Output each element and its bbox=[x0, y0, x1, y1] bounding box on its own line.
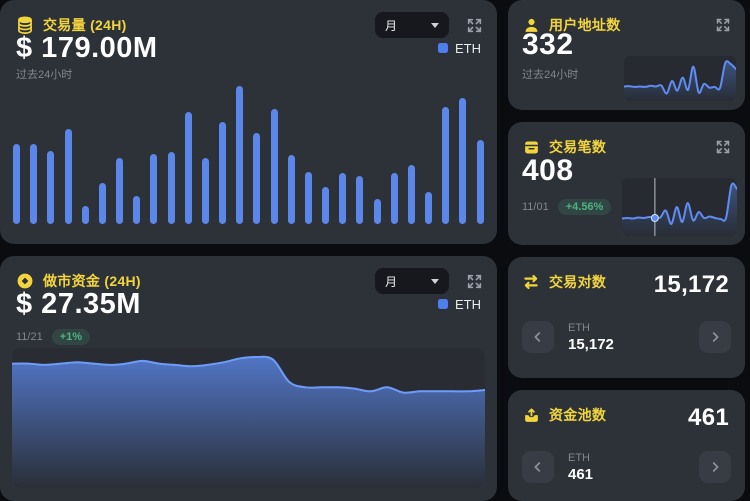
transactions-value: 408 bbox=[522, 154, 574, 187]
chevron-down-icon bbox=[431, 22, 439, 28]
volume-bar-chart[interactable] bbox=[13, 86, 484, 224]
user-addresses-card: 用户地址数 332 过去24小时 bbox=[508, 0, 745, 110]
coin-icon bbox=[16, 272, 34, 290]
card-title: 做市资金 (24H) bbox=[43, 273, 141, 289]
trading-volume-card: 交易量 (24H) 月 $ 179.00M ETH 过去24小时 bbox=[0, 0, 497, 244]
carousel-item-value: 461 bbox=[568, 465, 594, 483]
eth-legend: ETH bbox=[438, 297, 481, 312]
carousel-prev-button[interactable] bbox=[522, 321, 554, 353]
pool-icon bbox=[522, 406, 540, 424]
user-addresses-header: 用户地址数 bbox=[522, 12, 733, 38]
period-dropdown-value: 月 bbox=[385, 18, 398, 33]
transactions-card: 交易笔数 408 11/01 +4.56% bbox=[508, 122, 745, 245]
fund-pools-value: 461 bbox=[688, 404, 729, 431]
chevron-left-icon bbox=[534, 332, 541, 342]
eth-legend-label: ETH bbox=[455, 296, 481, 312]
period-dropdown[interactable]: 月 bbox=[375, 268, 449, 294]
carousel-next-button[interactable] bbox=[699, 321, 731, 353]
coins-stack-icon bbox=[16, 16, 34, 34]
fund-pools-card: 资金池数 461 ETH 461 bbox=[508, 390, 745, 501]
chevron-down-icon bbox=[431, 278, 439, 284]
carousel-item: ETH 15,172 bbox=[568, 322, 614, 353]
period-dropdown[interactable]: 月 bbox=[375, 12, 449, 38]
swap-icon bbox=[522, 273, 540, 291]
market-funds-area-chart[interactable] bbox=[11, 348, 486, 488]
expand-icon bbox=[467, 274, 481, 288]
transactions-sparkline[interactable] bbox=[621, 178, 738, 236]
carousel-item-label: ETH bbox=[568, 451, 590, 464]
chevron-right-icon bbox=[712, 332, 719, 342]
volume-subtitle: 过去24小时 bbox=[16, 69, 73, 81]
archive-icon bbox=[522, 138, 540, 156]
carousel-item: ETH 461 bbox=[568, 452, 593, 483]
eth-legend: ETH bbox=[438, 41, 481, 56]
card-title: 交易笔数 bbox=[549, 139, 607, 155]
period-dropdown-value: 月 bbox=[385, 274, 398, 289]
trading-pairs-card: 交易对数 15,172 ETH 15,172 bbox=[508, 257, 745, 378]
card-title: 用户地址数 bbox=[549, 17, 621, 33]
market-funds-card: 做市资金 (24H) 月 $ 27.35M ETH 11/21 +1% bbox=[0, 256, 497, 501]
volume-value: $ 179.00M bbox=[16, 31, 158, 64]
change-badge: +1% bbox=[51, 329, 91, 345]
trading-pairs-carousel: ETH 15,172 bbox=[522, 321, 731, 353]
market-funds-date: 11/21 bbox=[16, 331, 43, 343]
eth-legend-swatch bbox=[438, 43, 448, 53]
user-addresses-sparkline bbox=[623, 56, 737, 101]
trading-volume-header: 交易量 (24H) 月 bbox=[16, 12, 484, 38]
transactions-date: 11/01 bbox=[522, 201, 549, 213]
expand-button[interactable] bbox=[713, 137, 733, 157]
chevron-left-icon bbox=[534, 462, 541, 472]
expand-icon bbox=[716, 18, 730, 32]
change-badge: +4.56% bbox=[557, 199, 612, 215]
trading-pairs-header: 交易对数 bbox=[522, 269, 733, 295]
chevron-right-icon bbox=[712, 462, 719, 472]
carousel-next-button[interactable] bbox=[699, 451, 731, 483]
expand-button[interactable] bbox=[713, 15, 733, 35]
trading-pairs-value: 15,172 bbox=[653, 271, 729, 298]
fund-pools-carousel: ETH 461 bbox=[522, 451, 731, 483]
expand-icon bbox=[716, 140, 730, 154]
transactions-header: 交易笔数 bbox=[522, 134, 733, 160]
expand-button[interactable] bbox=[464, 15, 484, 35]
user-addresses-value: 332 bbox=[522, 28, 574, 61]
carousel-item-label: ETH bbox=[568, 321, 590, 334]
carousel-item-value: 15,172 bbox=[568, 335, 614, 353]
card-title: 交易量 (24H) bbox=[43, 17, 127, 33]
user-icon bbox=[522, 16, 540, 34]
fund-pools-header: 资金池数 bbox=[522, 402, 733, 428]
market-funds-header: 做市资金 (24H) 月 bbox=[16, 268, 484, 294]
eth-legend-swatch bbox=[438, 299, 448, 309]
eth-legend-label: ETH bbox=[455, 40, 481, 56]
card-title: 资金池数 bbox=[549, 407, 607, 423]
card-title: 交易对数 bbox=[549, 274, 607, 290]
expand-icon bbox=[467, 18, 481, 32]
carousel-prev-button[interactable] bbox=[522, 451, 554, 483]
expand-button[interactable] bbox=[464, 271, 484, 291]
market-funds-value: $ 27.35M bbox=[16, 287, 141, 320]
user-addresses-subtitle: 过去24小时 bbox=[522, 69, 579, 81]
